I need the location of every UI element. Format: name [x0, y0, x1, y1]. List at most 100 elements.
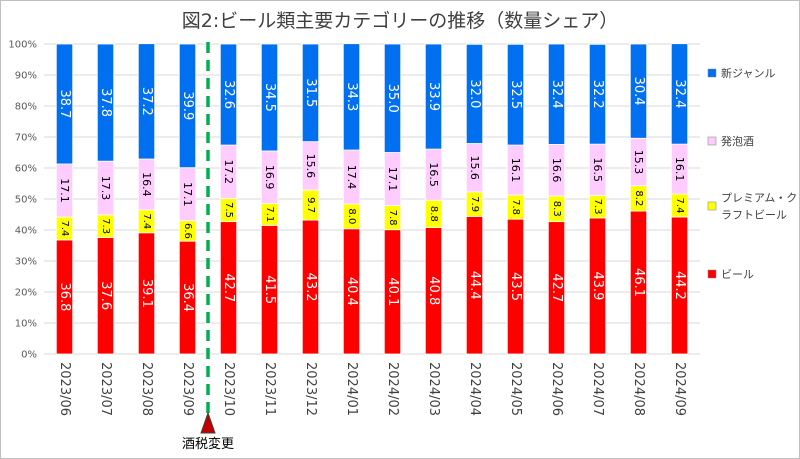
data-label: 15.6	[304, 154, 317, 179]
data-label: 16.6	[550, 158, 563, 183]
data-label: 7.4	[141, 213, 152, 229]
bar-segment	[55, 43, 74, 165]
data-label: 32.5	[508, 80, 523, 109]
data-label: 7.3	[100, 218, 111, 234]
data-label: 32.4	[549, 80, 564, 109]
y-tick-label: 30%	[15, 257, 37, 268]
y-tick-label: 40%	[15, 226, 37, 237]
x-tick-label: 2024/01	[344, 362, 359, 416]
legend-swatch	[707, 136, 717, 146]
data-label: 33.9	[426, 82, 441, 111]
data-label: 38.7	[57, 90, 72, 119]
x-tick-label: 2023/11	[262, 362, 277, 416]
data-label: 16.5	[591, 157, 604, 182]
legend-label: 新ジャンル	[721, 66, 775, 80]
y-tick-label: 80%	[15, 102, 37, 113]
data-label: 34.3	[344, 82, 359, 111]
x-tick-label: 2024/06	[549, 362, 564, 416]
data-label: 35.0	[385, 84, 400, 113]
data-label: 37.2	[139, 87, 154, 116]
data-label: 34.5	[262, 83, 277, 112]
x-tick-label: 2024/03	[426, 362, 441, 416]
y-tick-label: 10%	[15, 319, 37, 330]
bar-segment	[547, 43, 566, 145]
bar-segment	[219, 43, 238, 146]
data-label: 7.4	[674, 198, 685, 214]
legend-swatch	[707, 201, 717, 211]
data-label: 32.6	[221, 80, 236, 109]
data-label: 8.8	[428, 206, 439, 222]
data-label: 36.8	[57, 282, 72, 311]
data-label: 39.9	[180, 91, 195, 120]
x-tick-label: 2023/12	[303, 362, 318, 416]
x-axis: 2023/06 2023/07 2023/08 2023/09 2023/10 2023/…	[57, 362, 687, 416]
data-label: 46.1	[631, 268, 646, 297]
bar-segment	[178, 43, 197, 169]
data-label: 42.7	[549, 273, 564, 302]
data-label: 17.1	[386, 167, 399, 192]
legend-label: プレミアム・ク	[721, 192, 797, 205]
data-label: 16.9	[263, 165, 276, 190]
data-label: 17.2	[222, 159, 235, 184]
data-label: 8.0	[346, 208, 357, 224]
x-tick-label: 2024/09	[672, 362, 687, 416]
legend-swatch	[707, 269, 717, 279]
bars	[55, 43, 689, 355]
legend-item: 発泡酒	[707, 134, 754, 148]
bar-segment	[96, 43, 115, 162]
data-label: 7.1	[264, 206, 275, 222]
data-label: 44.2	[672, 271, 687, 300]
data-label: 6.6	[182, 223, 193, 239]
x-tick-label: 2023/08	[139, 362, 154, 416]
x-tick-label: 2024/07	[590, 362, 605, 416]
data-label: 7.3	[592, 199, 603, 215]
data-label: 9.7	[305, 197, 316, 213]
data-label: 37.6	[98, 281, 113, 310]
y-tick-label: 90%	[15, 71, 37, 82]
y-tick-label: 70%	[15, 133, 37, 144]
bar-segment	[629, 43, 648, 139]
data-label: 17.3	[99, 176, 112, 201]
tax-change-label: 酒税変更	[182, 436, 234, 452]
x-tick-label: 2024/05	[508, 362, 523, 416]
data-label: 43.5	[508, 272, 523, 301]
data-label: 40.1	[385, 277, 400, 306]
data-label: 16.4	[140, 172, 153, 197]
y-tick-label: 50%	[15, 195, 37, 206]
data-label: 15.3	[632, 150, 645, 175]
bar-segment	[424, 43, 443, 150]
x-tick-label: 2024/04	[467, 362, 482, 416]
data-label: 16.1	[509, 158, 522, 183]
data-label: 36.4	[180, 283, 195, 312]
y-tick-label: 20%	[15, 288, 37, 299]
bar-segment	[301, 43, 320, 143]
data-label: 17.1	[181, 182, 194, 207]
bar-segment	[588, 43, 607, 145]
y-tick-label: 60%	[15, 164, 37, 175]
chart-title: 図2:ビール類主要カテゴリーの推移（数量シェア）	[181, 10, 619, 32]
data-label: 31.5	[303, 78, 318, 107]
data-label: 7.9	[469, 196, 480, 212]
data-label: 17.4	[345, 165, 358, 190]
bar-segment	[260, 43, 279, 152]
data-label: 32.4	[672, 79, 687, 108]
bar-segment	[465, 43, 484, 144]
data-label: 8.2	[633, 190, 644, 206]
y-tick-label: 100%	[8, 40, 37, 51]
data-label: 17.1	[58, 178, 71, 203]
data-label: 30.4	[631, 77, 646, 106]
y-axis: 0% 10% 20% 30% 40% 50% 60% 70% 80% 90% 100%	[8, 40, 37, 361]
bar-segment	[137, 43, 156, 160]
legend-item: 新ジャンル	[707, 66, 775, 80]
data-label: 32.0	[467, 79, 482, 108]
data-label: 43.2	[303, 273, 318, 302]
x-tick-label: 2023/06	[57, 362, 72, 416]
data-label: 42.7	[221, 273, 236, 302]
data-label: 8.3	[551, 201, 562, 217]
triangle-marker-icon	[200, 411, 216, 434]
legend-label: 発泡酒	[721, 134, 754, 148]
data-label: 44.4	[467, 271, 482, 300]
